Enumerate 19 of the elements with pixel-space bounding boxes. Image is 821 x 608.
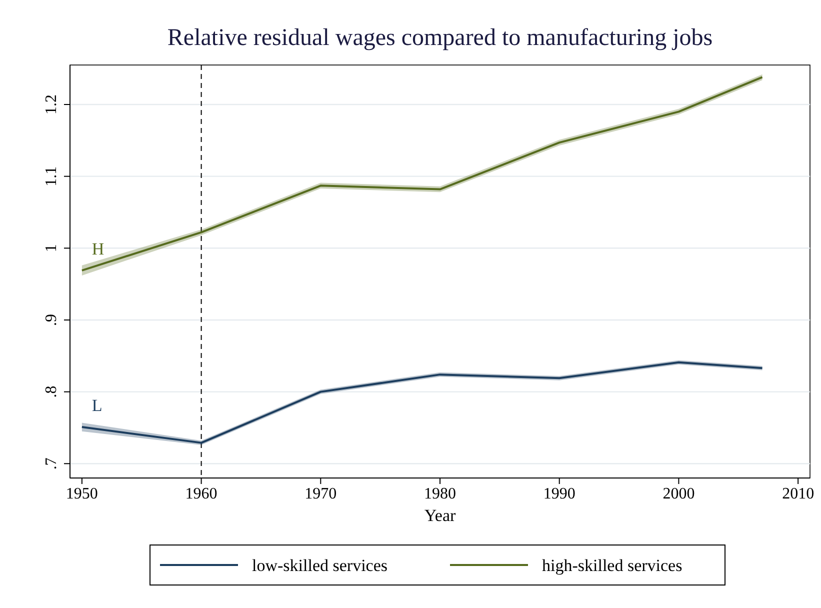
y-tick-label: .9 [43, 314, 60, 326]
x-tick-label: 1980 [424, 485, 456, 502]
x-tick-label: 1950 [66, 485, 98, 502]
legend-label: high-skilled services [542, 556, 682, 575]
x-tick-label: 1990 [543, 485, 576, 502]
legend-label: low-skilled services [252, 556, 388, 575]
annotation: L [92, 396, 102, 416]
y-tick-label: 1 [43, 244, 60, 252]
x-axis-title: Year [424, 506, 456, 525]
y-tick-label: .8 [43, 386, 60, 398]
x-tick-label: 2010 [782, 485, 814, 502]
x-tick-label: 1960 [185, 485, 218, 502]
y-tick-label: 1.1 [43, 166, 60, 186]
y-tick-label: 1.2 [43, 94, 60, 115]
y-tick-label: .7 [43, 458, 60, 470]
annotation: H [92, 239, 104, 258]
x-tick-label: 2000 [662, 485, 695, 502]
chart-title: Relative residual wages compared to manufacturing jobs [167, 25, 713, 51]
x-tick-label: 1970 [304, 485, 337, 502]
